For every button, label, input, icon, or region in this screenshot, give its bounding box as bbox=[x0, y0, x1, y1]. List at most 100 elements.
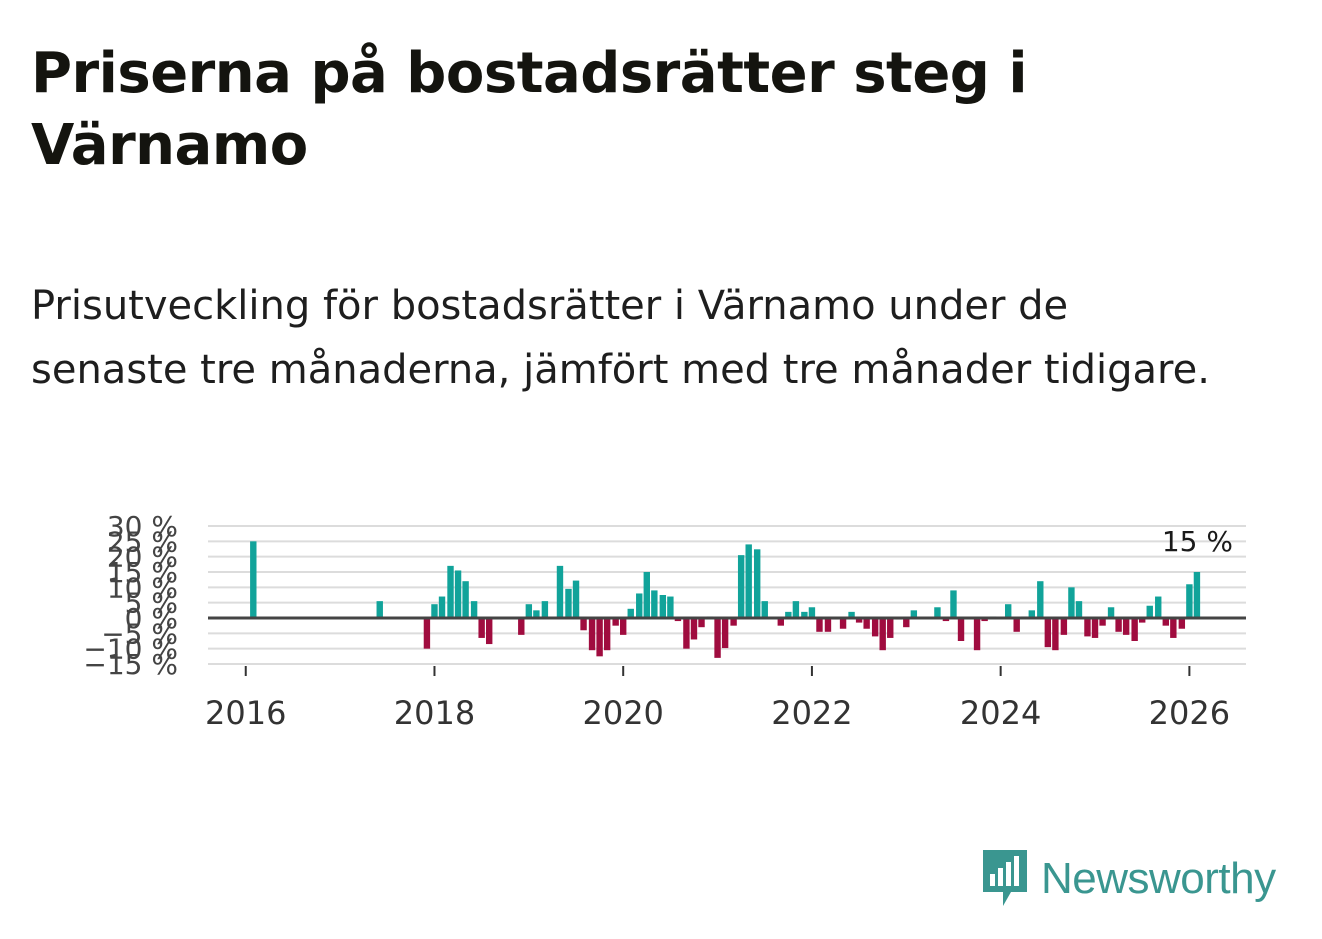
bar-chart: 30 %25 %20 %15 %10 %5 %0 %−5 %−10 %−15 %… bbox=[83, 510, 1246, 732]
bar bbox=[950, 590, 957, 618]
bar bbox=[447, 565, 454, 618]
bar bbox=[470, 601, 478, 618]
bar bbox=[478, 618, 485, 638]
bar bbox=[785, 611, 792, 618]
y-tick-label: −5 % bbox=[101, 617, 178, 650]
bar bbox=[454, 570, 462, 618]
bar bbox=[887, 618, 894, 638]
bar bbox=[1162, 618, 1169, 626]
y-tick-label: 30 % bbox=[107, 510, 178, 543]
bar bbox=[1091, 618, 1099, 638]
chart-title: Priserna på bostadsrätter steg i Värnamo bbox=[31, 41, 1028, 178]
bar bbox=[721, 618, 729, 649]
bar bbox=[1115, 618, 1122, 632]
bar bbox=[659, 595, 667, 618]
bar bbox=[777, 618, 784, 626]
bar bbox=[667, 596, 674, 618]
bar bbox=[1099, 618, 1106, 626]
newsworthy-logo: Newsworthy bbox=[981, 848, 1276, 910]
bar bbox=[1155, 596, 1162, 618]
x-tick-label: 2016 bbox=[205, 694, 286, 732]
bar bbox=[627, 608, 634, 618]
bar bbox=[761, 601, 768, 618]
bar bbox=[533, 610, 540, 618]
bar bbox=[674, 618, 682, 622]
bar bbox=[745, 544, 752, 618]
bar bbox=[620, 618, 627, 635]
bar bbox=[1146, 605, 1153, 618]
bar bbox=[431, 604, 438, 618]
bar bbox=[572, 580, 580, 618]
bar bbox=[871, 618, 879, 637]
bar bbox=[438, 596, 446, 618]
bar bbox=[651, 590, 658, 618]
bar bbox=[981, 618, 988, 622]
bar bbox=[596, 618, 603, 657]
bar bbox=[1107, 607, 1115, 618]
y-tick-label: 0 % bbox=[125, 602, 178, 635]
bar bbox=[903, 618, 910, 628]
bar bbox=[1060, 618, 1068, 635]
bar bbox=[942, 618, 950, 622]
bar bbox=[250, 541, 257, 618]
bar bbox=[683, 618, 690, 649]
bar bbox=[792, 601, 800, 618]
bars bbox=[250, 541, 1201, 658]
bar bbox=[801, 611, 808, 618]
bar bbox=[1013, 618, 1020, 632]
bar bbox=[824, 618, 832, 632]
bar bbox=[839, 618, 847, 629]
bar bbox=[737, 555, 745, 618]
bar bbox=[934, 607, 941, 618]
bar bbox=[1068, 587, 1075, 618]
y-tick-label: −10 % bbox=[83, 633, 178, 666]
y-tick-label: 5 % bbox=[125, 587, 178, 620]
bar bbox=[603, 618, 611, 651]
bar bbox=[1075, 601, 1083, 618]
bar bbox=[486, 618, 493, 645]
bar bbox=[690, 618, 698, 640]
bar bbox=[1131, 618, 1138, 641]
bar bbox=[643, 572, 650, 618]
bar bbox=[816, 618, 823, 632]
bar bbox=[730, 618, 737, 626]
bar bbox=[636, 593, 643, 618]
bar bbox=[1139, 618, 1146, 623]
y-tick-label: −15 % bbox=[83, 648, 178, 681]
bar bbox=[753, 549, 761, 618]
y-tick-label: 20 % bbox=[107, 541, 178, 574]
bar bbox=[541, 601, 549, 618]
x-tick-label: 2024 bbox=[960, 694, 1041, 732]
bar bbox=[714, 618, 721, 658]
bar bbox=[518, 618, 525, 635]
bar bbox=[423, 618, 431, 649]
bar bbox=[1084, 618, 1091, 637]
bar bbox=[588, 618, 596, 651]
bar bbox=[1052, 618, 1059, 651]
y-tick-label: 10 % bbox=[107, 571, 178, 604]
x-tick-label: 2022 bbox=[771, 694, 852, 732]
y-tick-label: 15 % bbox=[107, 556, 178, 589]
bar bbox=[855, 618, 863, 623]
x-tick-label: 2018 bbox=[394, 694, 475, 732]
bar bbox=[863, 618, 870, 629]
y-axis-labels: 30 %25 %20 %15 %10 %5 %0 %−5 %−10 %−15 % bbox=[83, 510, 178, 681]
bar bbox=[879, 618, 886, 651]
last-value-label: 15 % bbox=[1162, 525, 1233, 558]
bar bbox=[910, 610, 918, 618]
y-tick-label: 25 % bbox=[107, 525, 178, 558]
bar bbox=[556, 565, 564, 618]
bar bbox=[376, 601, 383, 618]
bar bbox=[612, 618, 619, 626]
brand-name: Newsworthy bbox=[1041, 854, 1276, 903]
bar bbox=[1044, 618, 1052, 648]
bar bbox=[580, 618, 587, 631]
bar bbox=[808, 607, 816, 618]
bar bbox=[525, 604, 533, 618]
x-tick-label: 2020 bbox=[582, 694, 663, 732]
bar bbox=[1170, 618, 1177, 638]
bar bbox=[1186, 584, 1193, 618]
bar bbox=[462, 581, 469, 618]
bar bbox=[1028, 610, 1035, 618]
bar bbox=[565, 588, 572, 618]
